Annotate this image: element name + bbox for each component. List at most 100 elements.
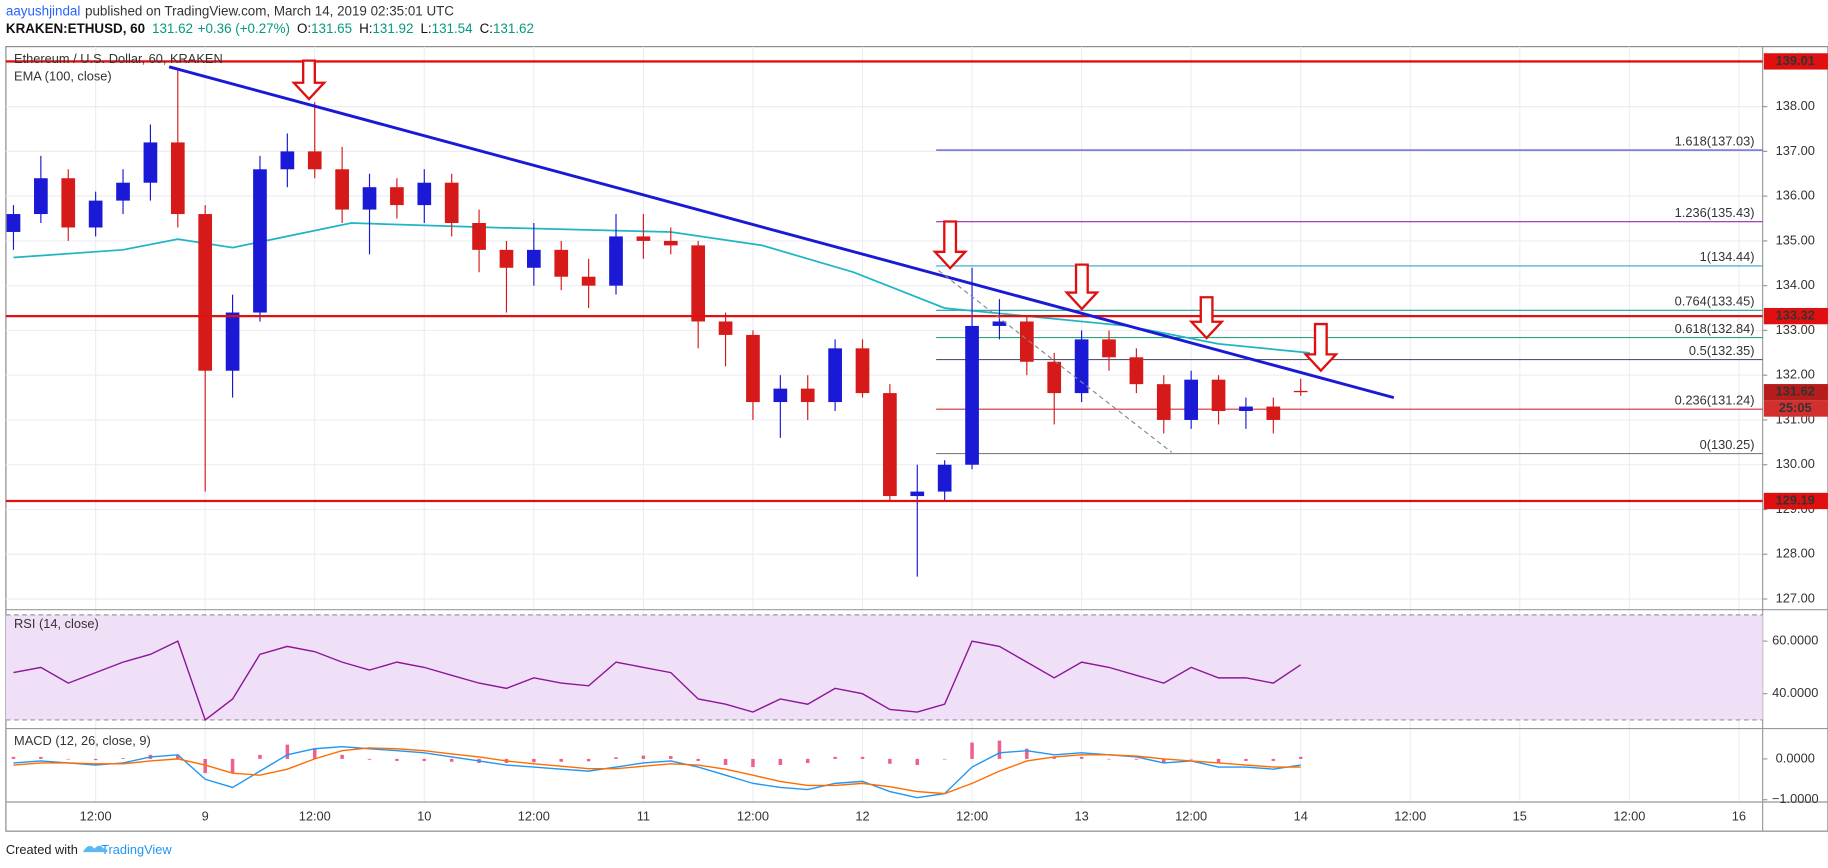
candle-body <box>1047 361 1062 394</box>
arrows <box>291 59 1339 373</box>
candle-body <box>663 240 678 246</box>
ema-line <box>13 222 1310 354</box>
macd-histogram-bar <box>559 758 563 762</box>
candle-body <box>1293 390 1308 393</box>
macd-histogram-bar <box>1189 758 1193 760</box>
price-pane-title: Ethereum / U.S. Dollar, 60, KRAKEN <box>14 51 223 66</box>
fib-label: 1(134.44) <box>1700 249 1755 264</box>
candle-body <box>1074 339 1089 394</box>
fib-label: 0.618(132.84) <box>1675 321 1755 336</box>
x-tick-label: 15 <box>1513 809 1527 824</box>
countdown-label: 25:05 <box>1779 400 1812 415</box>
x-tick-label: 12:00 <box>1613 809 1645 824</box>
candle-body <box>828 348 842 403</box>
x-tick-label: 12 <box>855 809 869 824</box>
x-tick-label: 10 <box>417 809 431 824</box>
macd-histogram-bar <box>11 756 16 759</box>
x-tick-label: 12:00 <box>80 809 112 824</box>
fib-anchor-line <box>938 269 1172 453</box>
countdown-tag <box>1763 400 1828 417</box>
macd-line <box>13 747 1301 795</box>
header-line-2: KRAKEN:ETHUSD, 60 131.62 +0.36 (+0.27%) O: 1… <box>6 21 534 36</box>
x-tick-label: 12:00 <box>956 809 988 824</box>
candle-body <box>225 312 240 371</box>
macd-histogram-bar <box>367 758 372 760</box>
candle-body <box>88 200 103 228</box>
x-tick-label: 9 <box>202 809 209 824</box>
macd-histogram-bar <box>340 754 344 759</box>
y-tick-label: 127.00 <box>1776 590 1815 605</box>
ohlc-value: 131.92 <box>372 21 413 36</box>
ohlc-label: O: <box>297 21 311 36</box>
candle-body <box>280 151 295 170</box>
candle-body <box>143 142 158 183</box>
macd-histogram-bar <box>696 758 700 761</box>
candle-body <box>636 236 651 241</box>
fib-label: 1.236(135.43) <box>1675 205 1755 220</box>
macd-histogram-bar <box>93 758 98 761</box>
header-line-1: aayushjindal published on TradingView.com… <box>6 3 454 18</box>
macd-histogram-bar <box>1052 756 1056 759</box>
candle-body <box>61 178 76 228</box>
candle-body <box>965 325 979 465</box>
macd-histogram-bar <box>230 758 235 774</box>
macd-title: MACD (12, 26, close, 9) <box>14 733 151 748</box>
published: published on TradingView.com, March 14, … <box>85 3 454 18</box>
author[interactable]: aayushjindal <box>6 3 80 18</box>
change: +0.36 (+0.27%) <box>198 21 290 36</box>
ohlc-label: L: <box>420 21 431 36</box>
last-price-tag <box>1763 384 1828 401</box>
candle-body <box>1156 384 1171 420</box>
footer: Created with TradingView <box>6 842 173 857</box>
candle-body <box>1239 406 1253 412</box>
rsi-band <box>5 614 1763 720</box>
last-price-label: 131.62 <box>1776 384 1815 399</box>
candle-body <box>691 245 706 322</box>
macd-histogram-bar <box>312 748 317 759</box>
candle-body <box>1266 406 1281 420</box>
rsi-line <box>13 640 1302 722</box>
macd-histogram-bar <box>1244 758 1248 761</box>
macd-histogram-bar <box>258 754 262 759</box>
symbol: KRAKEN:ETHUSD, 60 <box>6 21 145 36</box>
x-tick-label: 16 <box>1732 809 1746 824</box>
ohlc-label: H: <box>359 21 372 36</box>
candle-body <box>526 249 541 268</box>
level-tag <box>1763 307 1828 325</box>
x-tick-label: 12:00 <box>1175 809 1207 824</box>
candle-body <box>937 464 952 492</box>
ohlc-value: 131.62 <box>493 21 534 36</box>
brand[interactable]: TradingView <box>101 842 172 857</box>
macd-histogram-bar <box>997 740 1002 759</box>
candle-body <box>883 393 897 497</box>
y-tick-label: 128.00 <box>1776 546 1815 561</box>
y-tick-label: 134.00 <box>1776 277 1815 292</box>
trendline <box>168 65 1395 400</box>
fib-label: 0.5(132.35) <box>1689 343 1755 358</box>
candle-body <box>6 214 21 232</box>
macd-histogram-bar <box>449 758 454 762</box>
y-tick-label: 138.00 <box>1776 98 1815 113</box>
candle-body <box>170 142 185 215</box>
candle-body <box>855 348 870 394</box>
macd-histogram-bar <box>395 758 399 761</box>
candle-body <box>307 151 322 170</box>
candle-body <box>1184 379 1199 420</box>
macd-histogram-bar <box>1216 758 1221 763</box>
candle-body <box>718 321 733 335</box>
ohlc-value: 131.54 <box>432 21 474 36</box>
x-tick-label: 14 <box>1294 809 1308 824</box>
y-tick-label: 132.00 <box>1776 367 1815 382</box>
candle-body <box>198 214 213 371</box>
y-tick-label: 40.0000 <box>1772 685 1818 700</box>
fib-label: 0(130.25) <box>1700 437 1755 452</box>
arrow <box>291 59 327 101</box>
created-with: Created with <box>6 842 78 857</box>
candle-body <box>444 182 459 223</box>
candle-body <box>581 276 596 286</box>
candle-body <box>472 222 486 250</box>
y-tick-label: 136.00 <box>1776 188 1815 203</box>
macd-histogram-bar <box>723 758 728 766</box>
macd-histogram-bar <box>669 756 673 759</box>
